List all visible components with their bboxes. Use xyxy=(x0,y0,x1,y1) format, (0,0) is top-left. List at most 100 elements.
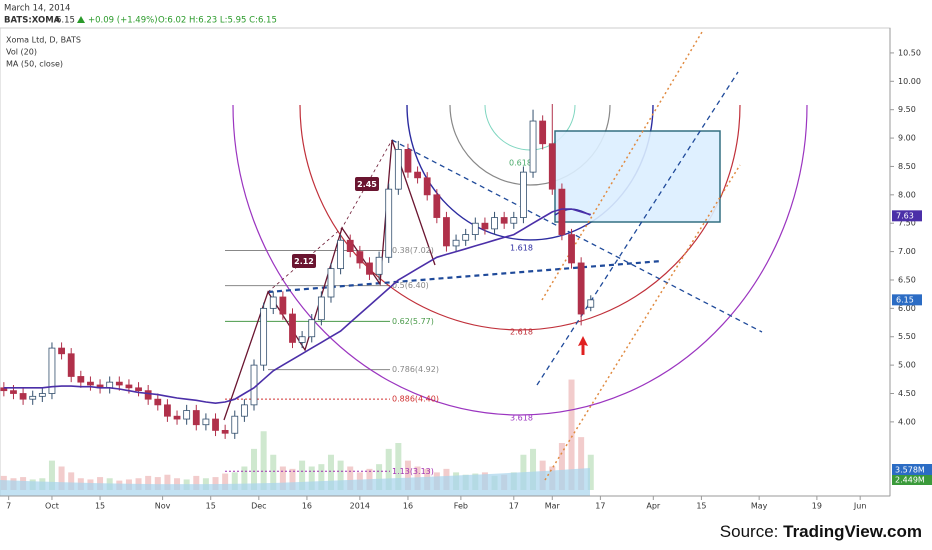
last-price: 6.15 xyxy=(56,16,75,26)
candle-body xyxy=(452,239,460,247)
candle-body xyxy=(183,410,191,420)
y-tick-label: 4.00 xyxy=(898,417,916,426)
x-tick-label: 15 xyxy=(206,502,216,511)
volume-bar xyxy=(299,460,306,490)
candle-body xyxy=(240,404,248,417)
candle-body xyxy=(221,429,229,434)
volume-bar xyxy=(404,460,411,490)
volume-bar xyxy=(279,466,286,490)
volume-bar xyxy=(241,466,248,490)
volume-bar xyxy=(222,473,229,490)
ratio-label: 0.618 xyxy=(509,159,532,168)
candle-body xyxy=(115,381,123,386)
volume-bar xyxy=(587,454,594,490)
volume-bar xyxy=(308,466,315,490)
candle-body xyxy=(67,353,75,377)
candle-body xyxy=(212,418,219,431)
legend-item: Vol (20) xyxy=(6,48,37,57)
x-tick-label: Apr xyxy=(646,502,661,511)
fib-label: 1.13(3.13) xyxy=(392,467,434,476)
candle-body xyxy=(77,376,85,383)
candle-body xyxy=(433,194,441,218)
x-tick-label: Nov xyxy=(155,502,171,511)
volume-bar xyxy=(164,474,171,490)
candle-body xyxy=(491,217,498,230)
legend-item: Xoma Ltd, D, BATS xyxy=(6,36,81,45)
up-triangle xyxy=(77,16,85,23)
candle-body xyxy=(558,188,566,235)
volume-bar xyxy=(578,437,585,490)
ratio-label: 2.618 xyxy=(510,328,533,337)
ratio-label: 1.618 xyxy=(510,244,533,253)
channel-lines xyxy=(541,31,741,481)
volume-bar xyxy=(193,475,200,490)
x-tick-label: Oct xyxy=(45,502,59,511)
ohlc: O:6.02 H:6.23 L:5.95 C:6.15 xyxy=(158,16,277,26)
candle-body xyxy=(346,239,354,252)
y-tick-label: 7.50 xyxy=(898,219,916,228)
volume-bar xyxy=(154,477,161,490)
x-tick-label: 2014 xyxy=(350,502,370,511)
candle-body xyxy=(260,307,268,366)
candle-body xyxy=(154,398,162,406)
y-tick-label: 5.00 xyxy=(898,361,916,370)
pattern-legs xyxy=(267,139,393,293)
change: +0.09 (+1.49%) xyxy=(88,16,158,26)
candle-body xyxy=(500,217,508,224)
volume-bar xyxy=(347,466,354,490)
candle-body xyxy=(48,347,56,394)
volume-bar xyxy=(68,472,75,490)
volume-bar xyxy=(568,379,575,490)
candle-body xyxy=(529,120,537,173)
candle-body xyxy=(308,319,316,338)
candle-body xyxy=(38,393,46,397)
source: Source: TradingView.com xyxy=(720,522,922,541)
price-badge xyxy=(892,294,922,306)
candle-body xyxy=(298,336,306,343)
target-box xyxy=(554,130,721,223)
candle-body xyxy=(192,410,200,426)
x-tick-label: Feb xyxy=(454,502,468,511)
candle-body xyxy=(414,171,421,179)
symbol: BATS:XOMA xyxy=(4,16,61,26)
candle-body xyxy=(135,387,142,392)
x-tick-label: Mar xyxy=(545,502,561,511)
candle-body xyxy=(577,262,585,315)
candle-body xyxy=(29,395,37,400)
ratio-label: 3.618 xyxy=(510,414,533,423)
candle-body xyxy=(568,234,575,264)
x-tick-label: 17 xyxy=(595,502,605,511)
x-tick-label: 17 xyxy=(509,502,519,511)
volume-bar xyxy=(530,448,537,490)
pattern-badge xyxy=(292,254,316,268)
fib-label: 0.62(5.77) xyxy=(392,317,434,326)
price-badge-label: 6.15 xyxy=(896,295,914,304)
candle-body xyxy=(587,299,595,308)
fib-label: 0.38(7.02) xyxy=(392,246,434,255)
volume-bar xyxy=(48,460,55,490)
volume-bar xyxy=(289,468,296,490)
y-tick-label: 6.50 xyxy=(898,275,916,284)
volume-bar xyxy=(231,472,238,490)
y-tick-label: 10.00 xyxy=(898,77,921,86)
x-tick-label: 15 xyxy=(696,502,706,511)
pattern-label: 2.45 xyxy=(357,180,377,189)
candle-body xyxy=(337,239,345,270)
volume-bar xyxy=(318,464,325,490)
candle-body xyxy=(385,188,393,258)
y-tick-label: 9.00 xyxy=(898,134,916,143)
fib-arcs xyxy=(232,104,808,416)
x-tick-label: May xyxy=(751,502,768,511)
candle-body xyxy=(289,313,296,343)
y-tick-label: 4.50 xyxy=(898,389,916,398)
candle-body xyxy=(520,171,527,218)
candle-body xyxy=(125,384,133,389)
candle-body xyxy=(366,262,373,275)
candle-body xyxy=(404,149,412,173)
candle-body xyxy=(510,217,518,224)
price-badge xyxy=(892,210,922,222)
y-tick-label: 7.00 xyxy=(898,247,916,256)
x-tick-label: 19 xyxy=(812,502,822,511)
y-tick-label: 9.50 xyxy=(898,105,916,114)
candle-body xyxy=(539,120,547,145)
